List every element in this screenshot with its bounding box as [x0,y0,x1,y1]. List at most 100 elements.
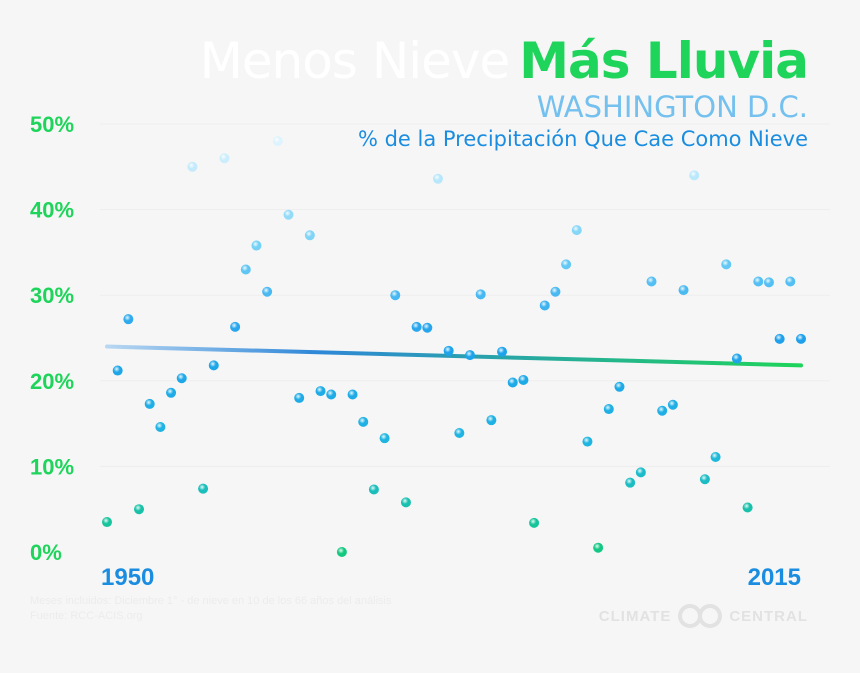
data-point [753,276,764,287]
data-point [379,433,390,444]
data-point [187,161,198,172]
title-block: Menos Nieve Más Lluvia WASHINGTON D.C. % … [200,28,809,156]
data-point [176,373,187,384]
y-tick-label-5: 50% [30,112,74,137]
data-point [593,542,604,553]
data-point [240,264,251,275]
data-point [796,333,806,344]
data-point-highlight [689,170,700,181]
data-point-highlight [219,153,230,164]
data-point [635,467,646,478]
x-tick-labels: 1950 2015 [101,564,801,591]
data-point-highlight [796,333,806,344]
data-point [208,360,219,371]
data-point [251,240,262,251]
y-tick-label-3: 30% [30,283,74,308]
data-point [411,321,422,332]
data-point-highlight [315,386,326,397]
data-point [550,286,561,297]
data-point [326,389,337,400]
trend-line [105,344,803,368]
data-point-highlight [294,392,305,403]
data-point [785,276,796,287]
y-tick-label-1: 10% [30,454,74,479]
data-point [294,392,305,403]
y-tick-label-4: 40% [30,198,74,223]
data-point-highlight [272,136,283,147]
data-point-highlight [497,346,508,357]
data-point-highlight [347,389,358,400]
data-point-highlight [230,321,241,332]
data-point [582,436,593,447]
data-point [358,416,369,427]
data-point-highlight [763,277,774,288]
data-point-highlight [529,517,540,528]
data-point [272,136,283,147]
data-point [262,286,273,297]
trend-line-layer [105,344,803,368]
title-part-rain: Más Lluvia [519,32,809,90]
data-point-highlight [358,416,369,427]
data-point-highlight [550,286,561,297]
data-point [432,173,443,184]
data-point [539,300,550,311]
data-point-highlight [411,321,422,332]
data-point [198,483,209,494]
data-point-highlight [593,542,604,553]
climate-central-logo: CLIMATE CENTRAL [599,604,808,628]
data-point-highlight [187,161,198,172]
data-point [742,502,753,513]
footnote: Meses incluidos: Diciembre 1° - de nieve… [30,594,392,624]
y-tick-label-2: 20% [30,369,74,394]
data-point [315,386,326,397]
data-point [390,290,401,301]
data-point-highlight [400,497,411,508]
data-point [230,321,241,332]
data-point-highlight [155,422,166,433]
data-points [102,136,806,557]
data-point-highlight [454,428,465,439]
footnote-line-1: Meses incluidos: Diciembre 1° - de nieve… [30,595,392,607]
data-point-highlight [667,399,678,410]
data-point [283,209,294,220]
data-point-highlight [678,285,689,296]
data-point [625,477,636,488]
data-point-highlight [379,433,390,444]
logo-text-right: CENTRAL [729,607,808,625]
data-point [144,398,155,409]
data-point-highlight [176,373,187,384]
data-point [347,389,358,400]
data-point-highlight [390,290,401,301]
logo-text-left: CLIMATE [598,607,672,625]
data-point-highlight [144,398,155,409]
data-point [529,517,540,528]
data-point-highlight [432,173,443,184]
data-point [475,289,486,300]
y-tick-label-0: 0% [30,540,62,565]
data-point-highlight [657,405,668,416]
data-point-highlight [443,345,454,356]
data-point-highlight [603,404,614,415]
data-point [763,277,774,288]
data-point [166,387,177,398]
data-point [507,377,518,388]
data-point-highlight [198,483,209,494]
data-point-highlight [699,474,710,485]
data-point-highlight [518,374,529,385]
data-point [134,504,145,515]
data-point-highlight [262,286,273,297]
x-tick-label-1: 2015 [748,564,801,591]
data-point [102,517,112,528]
data-point-highlight [304,230,315,241]
gridlines [100,123,830,467]
data-point [422,322,433,333]
y-tick-labels: 0% 10% 20% 30% 40% 50% [30,112,74,565]
data-point [646,276,657,287]
data-point-highlight [465,350,476,361]
chart-subtitle: % de la Precipitación Que Cae Como Nieve [357,127,808,151]
data-point-highlight [731,353,742,364]
data-point [561,259,572,270]
x-tick-label-0: 1950 [101,564,154,591]
data-point [667,399,678,410]
